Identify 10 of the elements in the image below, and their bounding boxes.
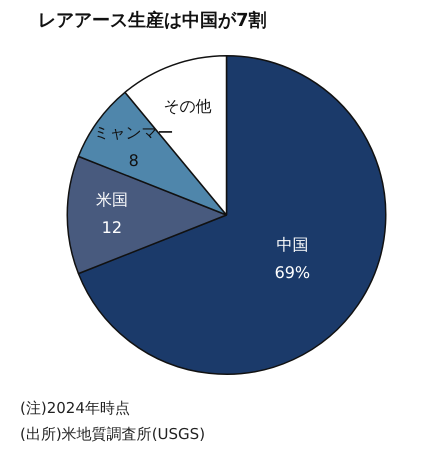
data-label: 69% — [274, 262, 310, 282]
text: (出所)米地質調査所(USGS) — [20, 424, 206, 445]
data-label: 12 — [102, 218, 122, 238]
data-label: 8 — [128, 150, 139, 170]
slice-label: その他 — [164, 96, 212, 116]
slice-label: ミャンマー — [94, 122, 174, 142]
slice-label: 中国 — [276, 234, 308, 254]
text: (注)2024年時点 — [20, 398, 131, 419]
chart-title: レアアース生産は中国が7割 — [38, 9, 267, 32]
slice-label: 米国 — [96, 190, 128, 210]
